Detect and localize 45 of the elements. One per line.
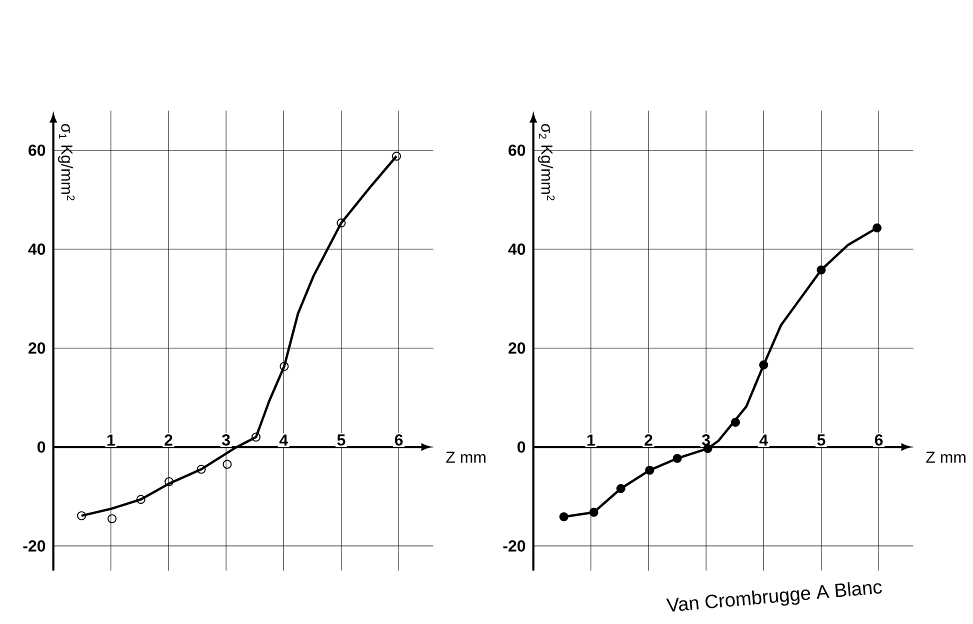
x-tick-label: 1 (587, 434, 595, 446)
point (251, 432, 261, 442)
point (136, 494, 146, 504)
x-tick-label: 3 (222, 434, 230, 446)
y-tick-label: -20 (23, 540, 46, 552)
x-tick-label: 4 (279, 434, 288, 446)
x-tick-label: 1 (107, 434, 115, 446)
x-tick-label: 2 (164, 434, 172, 446)
point (392, 152, 402, 161)
y-tick-label: 40 (28, 244, 46, 255)
y-tick-label: 0 (38, 441, 46, 453)
point (616, 484, 626, 494)
point (645, 466, 654, 475)
y-tick-label: 60 (508, 144, 526, 156)
point (759, 360, 768, 370)
y-axis-title: σ$_{1}$ Kg/mm$^{2}$ (58, 124, 75, 200)
point (672, 454, 682, 463)
x-axis-title: Z mm (446, 452, 486, 463)
x-tick-label: 6 (394, 434, 403, 446)
y-tick-label: 0 (518, 441, 526, 453)
point (280, 362, 289, 371)
y-tick-label: -20 (503, 540, 526, 552)
x-tick-label: 5 (817, 434, 826, 446)
point (77, 511, 86, 520)
point (589, 508, 598, 517)
point (164, 477, 174, 486)
y-tick-label: 60 (28, 144, 46, 156)
y-tick-label: 40 (508, 244, 526, 255)
point (872, 223, 882, 232)
point (816, 265, 826, 274)
x-tick-label: 5 (337, 434, 346, 446)
x-tick-label: 6 (874, 434, 883, 446)
y-tick-label: 20 (28, 342, 46, 354)
point (559, 512, 568, 522)
point (336, 218, 346, 228)
text: Van Crombrugge A Blanc (666, 582, 882, 612)
point (108, 514, 117, 524)
x-tick-label: 2 (644, 434, 652, 446)
x-axis-title: Z mm (926, 452, 966, 463)
y-tick-label: 20 (508, 342, 526, 354)
point (196, 464, 206, 474)
point (222, 460, 232, 469)
point (730, 418, 740, 427)
y-axis-title: σ$_{2}$ Kg/mm$^{2}$ (538, 124, 555, 200)
x-tick-label: 4 (759, 434, 768, 446)
